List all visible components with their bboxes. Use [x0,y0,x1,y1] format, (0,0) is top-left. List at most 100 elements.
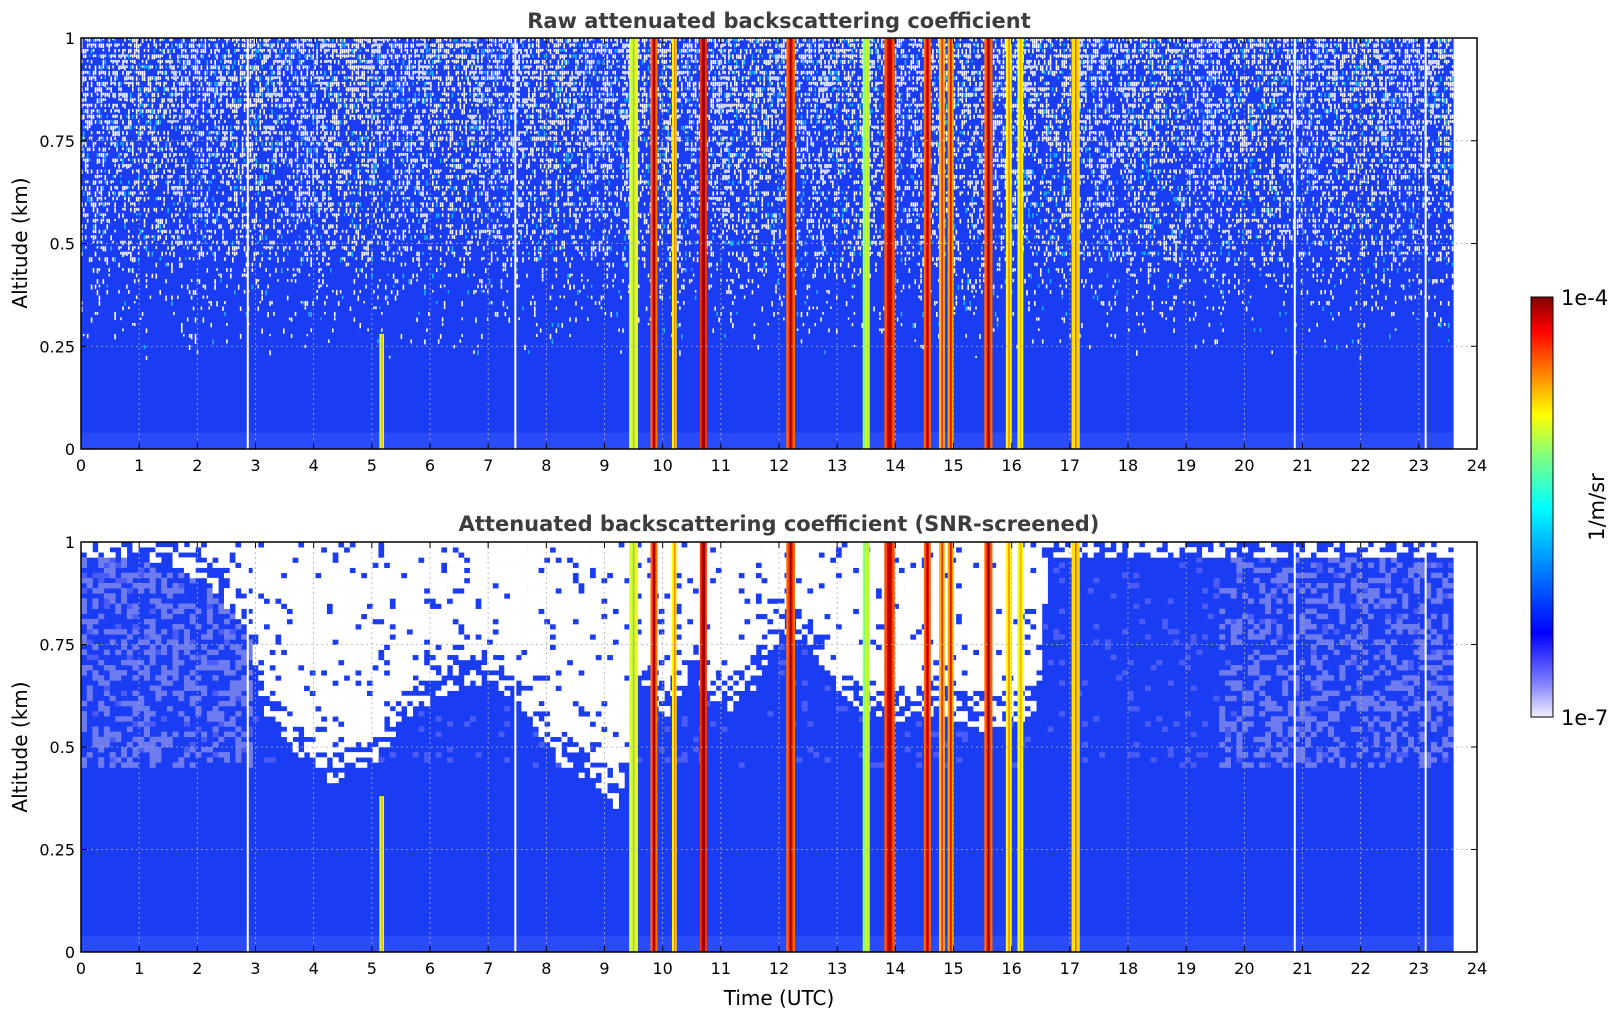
x-tick-label: 19 [1176,959,1196,978]
x-tick-label: 24 [1467,959,1487,978]
cloud-event [671,542,677,952]
x-tick-label: 14 [885,456,905,475]
x-tick-label: 7 [483,959,493,978]
cloud-event [1071,542,1080,952]
cloud-event [984,542,993,952]
cloud-event [699,542,707,952]
y-tick-label: 0.5 [50,235,75,254]
grid-lines [81,542,1477,952]
x-tick-label: 11 [711,959,731,978]
x-tick-label: 13 [827,456,847,475]
x-tick-label: 13 [827,959,847,978]
x-tick-label: 0 [76,456,86,475]
y-tick-label: 0.75 [39,132,75,151]
y-axis-label: Altitude (km) [8,681,32,812]
y-tick-label: 0.75 [39,636,75,655]
cloud-event [1005,38,1012,449]
x-tick-label: 23 [1409,456,1429,475]
x-tick-label: 22 [1350,456,1370,475]
x-tick-label: 21 [1292,456,1312,475]
data-gap [514,38,517,449]
cloud-event [671,38,677,449]
x-tick-label: 6 [425,959,435,978]
data-gap [514,542,517,952]
cloud-event [786,38,795,449]
x-tick-label: 10 [652,959,672,978]
x-tick-label: 21 [1292,959,1312,978]
x-tick-label: 20 [1234,959,1254,978]
cloud-event [947,542,954,952]
cloud-event [884,542,895,952]
x-tick-label: 4 [309,456,319,475]
cloud-event [379,796,385,952]
cloud-event [629,38,638,449]
x-tick-label: 10 [652,456,672,475]
x-tick-label: 24 [1467,456,1487,475]
cloud-event [947,38,954,449]
chart-title: Attenuated backscattering coefficient (S… [459,512,1100,536]
cloud-event [786,542,795,952]
x-tick-label: 14 [885,959,905,978]
colorbar-label: 1/m/sr [1585,473,1609,541]
x-tick-label: 2 [192,456,202,475]
cloud-event [1005,542,1012,952]
heatmap-area [81,38,1477,449]
colorbar-min-label: 1e-7 [1561,706,1608,730]
panel-raw: Raw attenuated backscattering coefficien… [8,9,1487,475]
colorbar-gradient [1530,296,1554,718]
x-tick-label: 3 [250,959,260,978]
x-tick-label: 5 [367,959,377,978]
panel-screened: Attenuated backscattering coefficient (S… [8,512,1487,1010]
x-axis-label: Time (UTC) [723,986,835,1010]
cloud-event [650,38,658,449]
x-tick-label: 20 [1234,456,1254,475]
x-tick-label: 23 [1409,959,1429,978]
chart-title: Raw attenuated backscattering coefficien… [527,9,1031,33]
ground-band [81,935,1454,952]
data-gap [1424,38,1427,449]
x-tick-label: 19 [1176,456,1196,475]
cloud-event [1071,38,1080,449]
x-tick-label: 8 [541,959,551,978]
x-tick-label: 7 [483,456,493,475]
y-tick-label: 0 [65,440,75,459]
x-tick-label: 0 [76,959,86,978]
colorbar-max-label: 1e-4 [1561,286,1608,310]
cloud-event [650,542,658,952]
cloud-event [379,333,385,449]
x-tick-label: 3 [250,456,260,475]
x-tick-label: 12 [769,456,789,475]
cloud-event [699,38,707,449]
x-axis: 0 1 2 3 4 5 6 7 8 9 10 11 12 13 14 15 16 17 18 19 20 21 22 23 24 [76,38,1487,475]
cloud-event [984,38,993,449]
cloud-event [629,542,638,952]
data-gap [1293,38,1296,449]
colorbar: 1e-4 1e-7 1/m/sr [1530,286,1609,730]
grid-lines [81,38,1477,449]
x-tick-label: 8 [541,456,551,475]
x-axis: 0 1 2 3 4 5 6 7 8 9 10 11 12 13 14 15 16 17 18 19 20 21 22 23 24 [76,542,1487,978]
x-tick-label: 9 [599,959,609,978]
y-tick-label: 1 [65,533,75,552]
x-tick-label: 18 [1118,959,1138,978]
y-tick-label: 0 [65,943,75,962]
x-tick-label: 5 [367,456,377,475]
x-tick-label: 11 [711,456,731,475]
y-tick-label: 0.25 [39,841,75,860]
x-tick-label: 17 [1060,959,1080,978]
x-tick-label: 16 [1001,456,1021,475]
x-tick-label: 15 [943,959,963,978]
cloud-event [1017,542,1024,952]
x-tick-label: 2 [192,959,202,978]
y-axis-label: Altitude (km) [8,177,32,308]
x-tick-label: 1 [134,456,144,475]
x-tick-label: 12 [769,959,789,978]
y-axis: 0 0.25 0.5 0.75 1 [39,533,1477,962]
y-axis: 0 0.25 0.5 0.75 1 [39,29,1477,459]
x-tick-label: 1 [134,959,144,978]
x-tick-label: 6 [425,456,435,475]
y-tick-label: 0.5 [50,738,75,757]
ground-band [81,432,1454,449]
x-tick-label: 9 [599,456,609,475]
